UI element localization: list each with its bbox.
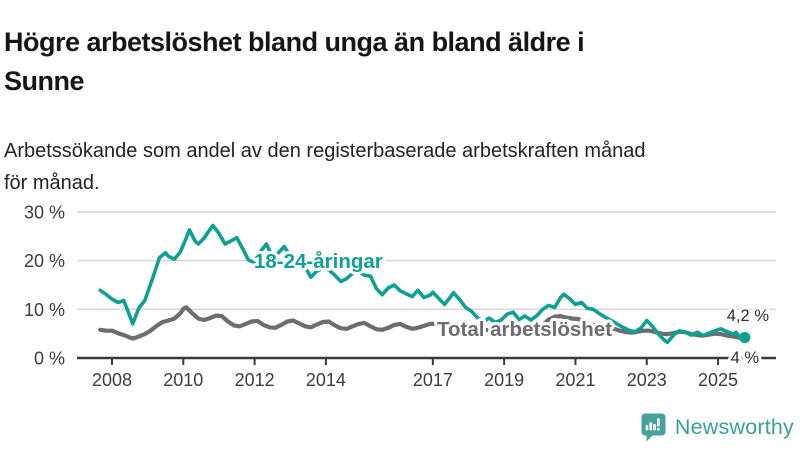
x-tick-label-2014: 2014 bbox=[306, 370, 346, 390]
logo-exclamation-dot bbox=[656, 428, 660, 431]
total-series-label: Total arbetslöshet bbox=[437, 318, 612, 341]
chart-subtitle-line1: Arbetssökande som andel av den registerb… bbox=[4, 140, 646, 162]
page-title: Högre arbetslöshet bland unga än bland ä… bbox=[4, 23, 764, 101]
youth-series-label: 18-24-åringar bbox=[254, 250, 383, 273]
x-tick-label-2017: 2017 bbox=[413, 370, 453, 390]
logo-bar-1 bbox=[645, 425, 649, 431]
x-tick-label-2012: 2012 bbox=[235, 370, 275, 390]
chart-subtitle: Arbetssökande som andel av den registerb… bbox=[4, 135, 784, 199]
youth-series-line bbox=[98, 223, 747, 345]
youth-end-value-label: 4,2 % bbox=[727, 307, 770, 325]
brand-footer: Newsworthy bbox=[641, 413, 794, 442]
total-end-value-label: 4 % bbox=[731, 349, 760, 367]
y-tick-label-10: 10 % bbox=[24, 300, 65, 320]
x-tick-label-2025: 2025 bbox=[698, 370, 738, 390]
logo-exclamation-bar bbox=[656, 418, 660, 427]
y-tick-label-0: 0 % bbox=[34, 349, 65, 369]
x-tick-label-2023: 2023 bbox=[627, 370, 667, 390]
x-tick-label-2008: 2008 bbox=[92, 370, 132, 390]
brand-name: Newsworthy bbox=[674, 415, 794, 439]
logo-bar-3 bbox=[653, 424, 656, 431]
unemployment-line-chart: 0 % 10 % 20 % 30 % 2008 2010 2012 2014 2017 2019 2… bbox=[24, 202, 776, 390]
page-title-line1: Högre arbetslöshet bland unga än bland ä… bbox=[4, 27, 585, 58]
youth-end-dot bbox=[739, 331, 751, 344]
x-tick-label-2019: 2019 bbox=[484, 370, 524, 390]
x-tick-label-2021: 2021 bbox=[555, 370, 595, 390]
logo-bar-2 bbox=[649, 422, 653, 431]
chart-subtitle-line2: för månad. bbox=[4, 172, 100, 194]
y-tick-label-20: 20 % bbox=[24, 251, 65, 271]
x-tick-label-2010: 2010 bbox=[163, 370, 203, 390]
y-tick-label-30: 30 % bbox=[24, 202, 65, 222]
newsworthy-logo-icon bbox=[641, 413, 666, 442]
page-title-line2: Sunne bbox=[4, 66, 85, 97]
